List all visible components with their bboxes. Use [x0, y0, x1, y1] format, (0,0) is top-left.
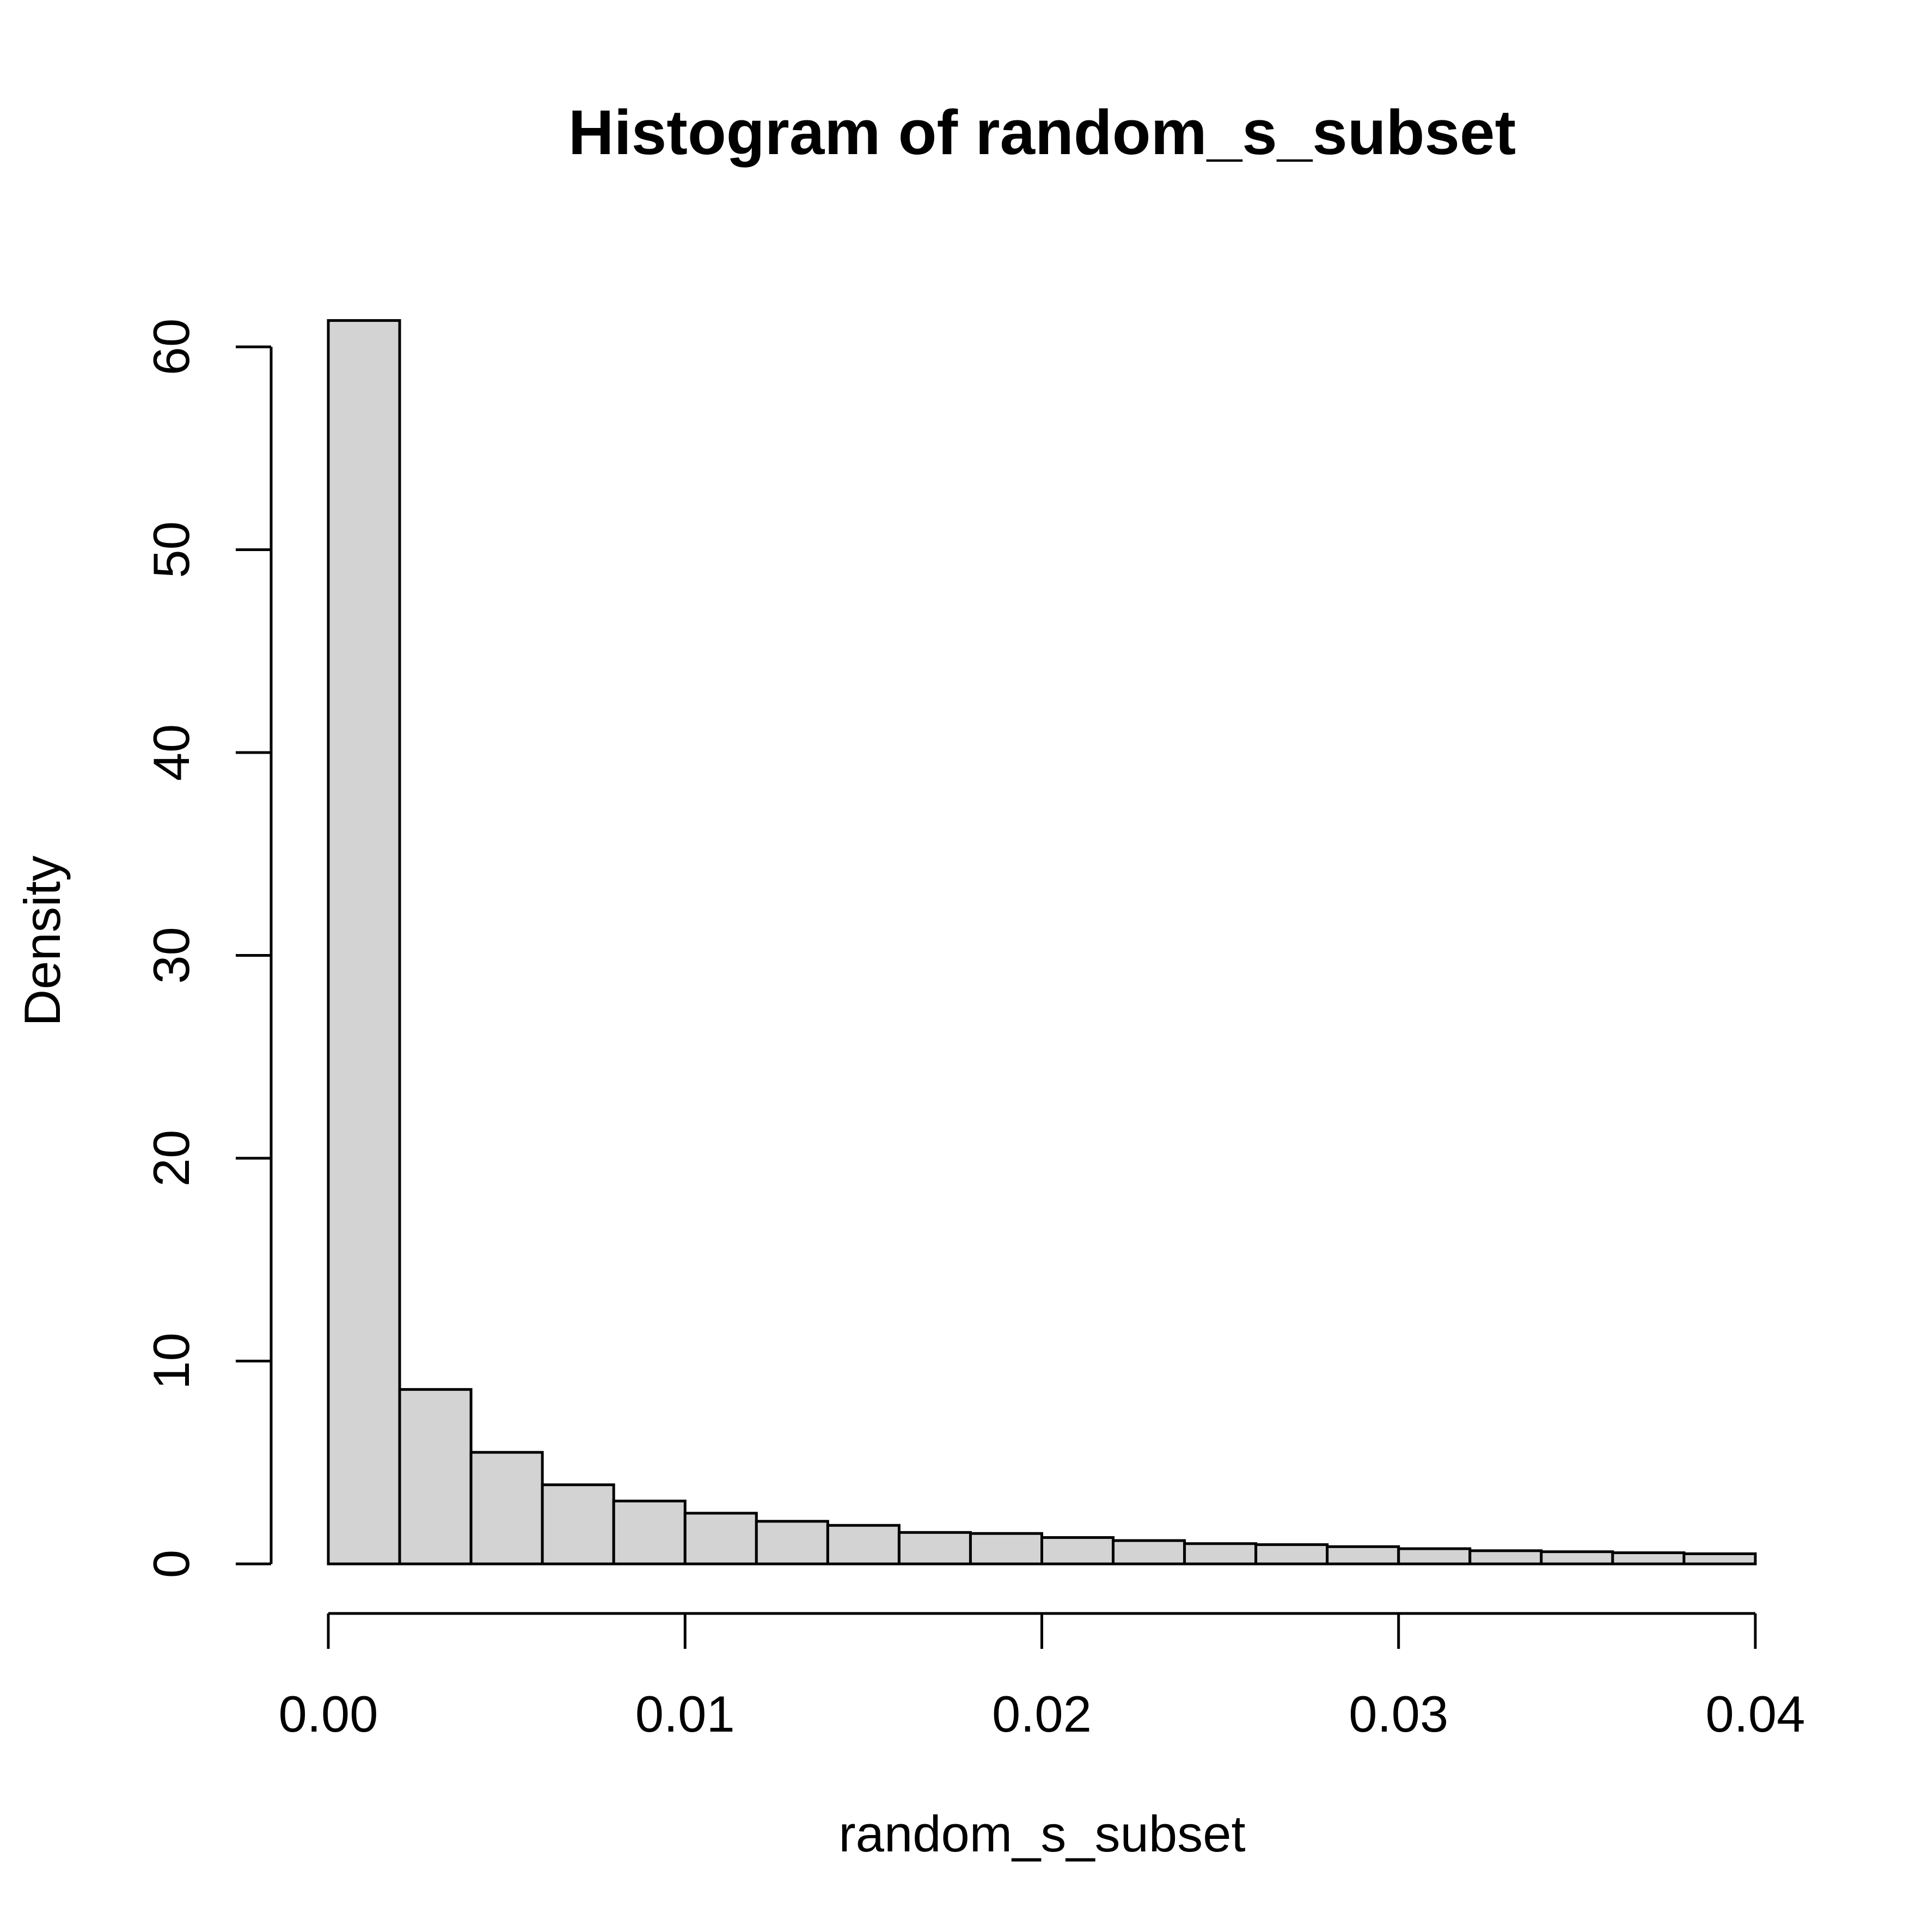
y-axis-label: Density: [14, 855, 71, 1026]
y-tick-label: 50: [143, 521, 200, 578]
histogram-bar: [897, 1531, 972, 1566]
histogram-bar: [469, 1451, 544, 1566]
x-tick-label: 0.02: [992, 1685, 1092, 1743]
histogram-bar: [969, 1532, 1043, 1566]
y-axis: 0 10 20 30 40 50 60: [143, 319, 273, 1578]
histogram-bar: [1540, 1550, 1614, 1566]
histogram-bar: [1112, 1539, 1186, 1566]
histogram-bar: [1468, 1549, 1543, 1566]
histogram-bar: [1682, 1552, 1757, 1566]
histogram-bar: [1254, 1543, 1329, 1566]
x-tick-label: 0.04: [1706, 1685, 1805, 1743]
histogram-bar: [1326, 1545, 1400, 1566]
histogram-bars: [327, 319, 1757, 1566]
histogram-bar: [327, 319, 401, 1566]
x-axis: 0.00 0.01 0.02 0.03 0.04: [279, 1612, 1805, 1743]
y-tick-label: 20: [143, 1130, 200, 1187]
y-tick-label: 0: [143, 1550, 200, 1578]
histogram-bar: [755, 1520, 829, 1566]
x-tick-label: 0.00: [279, 1685, 378, 1743]
y-tick-label: 10: [143, 1332, 200, 1390]
x-axis-label: random_s_subset: [838, 1805, 1245, 1862]
histogram-bar: [612, 1500, 687, 1566]
x-tick-label: 0.01: [635, 1685, 735, 1743]
histogram-bar: [398, 1388, 473, 1566]
histogram-bar: [1611, 1551, 1686, 1566]
y-tick-label: 40: [143, 724, 200, 781]
histogram-bar: [1183, 1542, 1258, 1566]
x-tick-label: 0.03: [1349, 1685, 1448, 1743]
histogram-bar: [683, 1512, 758, 1566]
histogram-bar: [1040, 1536, 1115, 1566]
histogram-bar: [826, 1524, 901, 1566]
histogram-bar: [1397, 1547, 1472, 1566]
y-tick-label: 60: [143, 319, 200, 376]
chart-title: Histogram of random_s_subset: [568, 97, 1516, 168]
histogram-bar: [541, 1483, 615, 1566]
y-tick-label: 30: [143, 927, 200, 984]
